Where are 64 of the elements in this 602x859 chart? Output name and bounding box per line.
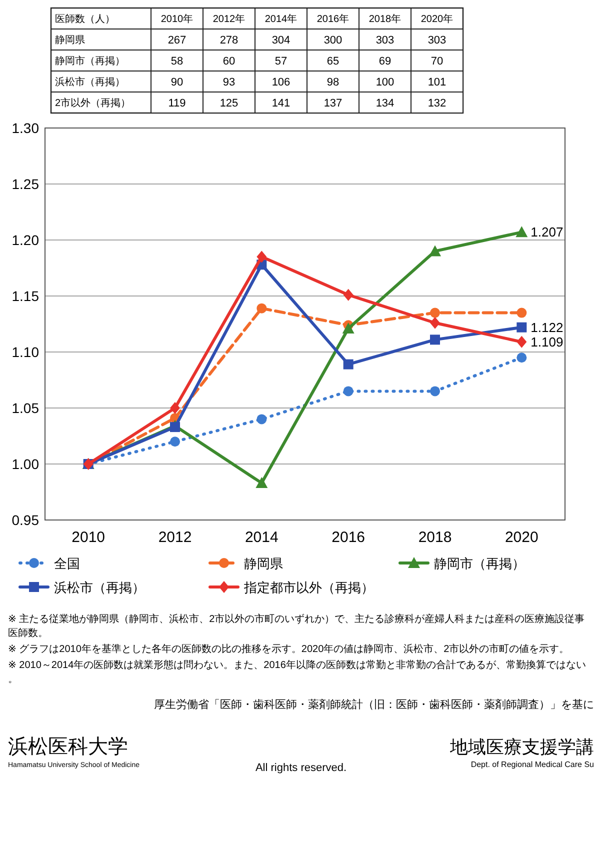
data-label: 93 xyxy=(222,76,236,88)
data-label: 304 xyxy=(272,34,290,46)
data-label: 141 xyxy=(272,97,290,110)
data-label: 70 xyxy=(430,55,444,68)
data-label: 132 xyxy=(428,97,446,110)
chart-title: 医師数（人） xyxy=(55,13,115,25)
text: 浜松医科大学 xyxy=(8,736,128,758)
x-tick-label: 2016 xyxy=(332,529,366,546)
y-tick-label: 1.25 xyxy=(12,176,40,192)
x-tick-label: 2014 xyxy=(244,529,278,546)
annotation: 1.109 xyxy=(530,334,564,350)
legend-label: 静岡県 xyxy=(244,556,283,571)
data-label: 100 xyxy=(376,76,394,88)
data-label: 101 xyxy=(428,76,446,88)
y-tick-label: 1.15 xyxy=(12,288,40,304)
x-tick-label: 2010 xyxy=(72,529,106,546)
text: ※ 主たる従業地が静岡県（静岡市、浜松市、2市以外の市町のいずれか）で、主たる診療科が産婦人科または産科の医療施設従事医師数。 xyxy=(8,613,585,639)
data-label: 58 xyxy=(170,55,184,68)
y-tick-label: 1.30 xyxy=(12,120,40,136)
text: All rights reserved. xyxy=(255,762,347,774)
y-tick-label: 1.10 xyxy=(12,344,40,360)
data-label: 60 xyxy=(222,55,236,68)
x-tick-label: 2012年 xyxy=(212,13,246,25)
annotation: 1.122 xyxy=(530,320,564,335)
x-tick-label: 2012 xyxy=(158,529,192,546)
legend-label: 全国 xyxy=(54,556,80,571)
data-label: 65 xyxy=(326,55,340,68)
y-tick-label: 1.00 xyxy=(12,456,40,472)
data-label: 278 xyxy=(220,34,238,46)
data-label: 134 xyxy=(376,97,394,110)
y-tick-label: 1.20 xyxy=(12,232,40,248)
x-tick-label: 2010年 xyxy=(160,13,194,25)
data-label: 303 xyxy=(428,34,446,46)
data-label: 90 xyxy=(170,76,184,88)
data-label: 119 xyxy=(168,97,186,110)
text: ※ 2010～2014年の医師数は就業形態は問わない。また、2016年以降の医師数は常勤と非常勤の合計であるが、常勤換算ではない。 xyxy=(8,659,586,685)
y-tick-label: 静岡県 xyxy=(55,34,85,46)
data-label: 98 xyxy=(326,76,340,88)
data-label: 300 xyxy=(324,34,342,46)
x-tick-label: 2018年 xyxy=(368,13,402,25)
y-tick-label: 2市以外（再掲） xyxy=(55,97,131,109)
data-label: 137 xyxy=(324,97,342,110)
annotation: 1.207 xyxy=(530,224,564,240)
y-tick-label: 浜松市（再掲） xyxy=(55,76,125,88)
y-tick-label: 1.05 xyxy=(12,400,40,416)
data-label: 125 xyxy=(220,97,238,110)
data-label: 69 xyxy=(378,55,392,68)
text: ※ グラフは2010年を基準とした各年の医師数の比の推移を示す。2020年の値は静岡市、浜松市、2市以外の市町の値を示す。 xyxy=(8,643,570,655)
y-tick-label: 0.95 xyxy=(12,512,40,528)
x-tick-label: 2018 xyxy=(418,529,452,546)
legend-label: 静岡市（再掲） xyxy=(434,556,525,571)
x-tick-label: 2020年 xyxy=(420,13,454,25)
text: Dept. of Regional Medical Care Su xyxy=(470,760,594,769)
data-label: 303 xyxy=(376,34,394,46)
x-tick-label: 2020 xyxy=(504,529,538,546)
data-label: 106 xyxy=(272,76,290,88)
text: 厚生労働省「医師・歯科医師・薬剤師統計（旧：医師・歯科医師・薬剤師調査）」を基に xyxy=(154,698,594,711)
x-tick-label: 2016年 xyxy=(316,13,350,25)
data-label: 267 xyxy=(168,34,186,46)
legend-label: 指定都市以外（再掲） xyxy=(243,580,374,595)
y-tick-label: 静岡市（再掲） xyxy=(55,55,125,67)
text: 地域医療支援学講 xyxy=(449,737,594,757)
data-label: 57 xyxy=(274,55,288,68)
x-tick-label: 2014年 xyxy=(264,13,298,25)
